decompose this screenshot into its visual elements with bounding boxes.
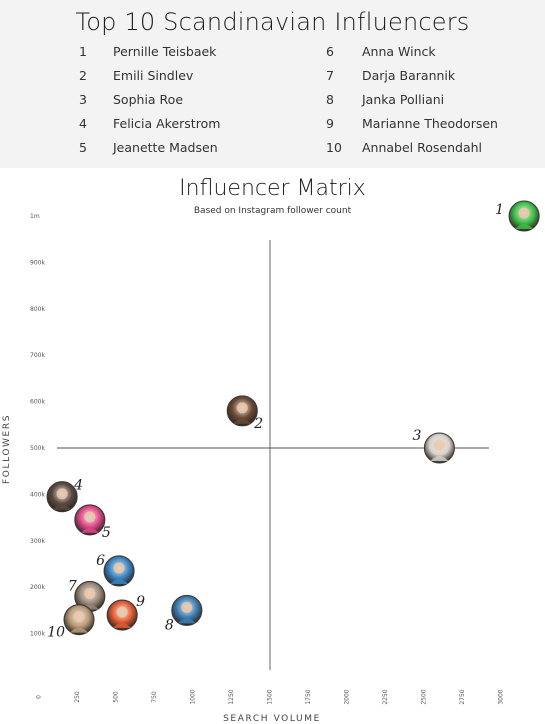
point-number-label: 3 — [412, 428, 421, 444]
x-tick-label: 2750 — [459, 689, 466, 704]
list-rank: 2 — [79, 68, 87, 83]
data-point: 2 — [226, 395, 263, 432]
y-tick-label: 1m — [30, 213, 40, 220]
x-tick-label: 1000 — [190, 689, 197, 704]
body-shape — [80, 527, 99, 533]
y-tick-label: 900k — [30, 259, 45, 266]
data-point: 9 — [106, 594, 145, 631]
point-number-label: 1 — [495, 202, 504, 218]
point-number-label: 8 — [165, 617, 174, 633]
x-tick-label: 1250 — [228, 689, 235, 704]
point-number-label: 10 — [47, 625, 65, 641]
y-tick-label: 200k — [30, 584, 45, 591]
body-shape — [113, 623, 132, 629]
x-tick-label: 3000 — [498, 689, 505, 704]
x-tick-label: 0 — [36, 695, 43, 699]
y-tick-label: 100k — [30, 631, 45, 638]
list-rank: 7 — [326, 68, 334, 83]
chart-title: Influencer Matrix — [179, 176, 366, 201]
body-shape — [430, 456, 449, 461]
list-rank: 5 — [79, 140, 87, 155]
data-point: 8 — [165, 594, 203, 633]
x-tick-label: 500 — [113, 691, 120, 703]
point-number-label: 4 — [73, 478, 83, 494]
y-tick-label: 700k — [30, 352, 45, 359]
list-rank: 9 — [326, 116, 334, 131]
list-title: Top 10 Scandinavian Influencers — [75, 8, 470, 36]
face-shape — [113, 562, 125, 574]
list-name: Emili Sindlev — [113, 68, 194, 83]
point-number-label: 9 — [136, 594, 145, 610]
point-number-label: 7 — [68, 578, 77, 594]
list-name: Anna Winck — [362, 44, 436, 59]
x-tick-label: 250 — [74, 691, 81, 703]
face-shape — [56, 488, 68, 500]
body-shape — [233, 418, 252, 424]
list-name: Jeanette Madsen — [113, 140, 218, 155]
face-shape — [73, 611, 85, 623]
list-rank: 3 — [79, 92, 87, 107]
data-point: 3 — [412, 428, 455, 464]
data-point: 10 — [47, 604, 95, 641]
list-name: Felicia Akerstrom — [113, 116, 221, 131]
data-point: 6 — [96, 553, 135, 587]
list-rank: 10 — [326, 140, 342, 155]
data-point: 7 — [68, 578, 106, 613]
data-point: 1 — [495, 200, 540, 232]
face-shape — [84, 587, 96, 599]
y-tick-label: 400k — [30, 491, 45, 498]
x-tick-label: 2250 — [382, 689, 389, 704]
face-shape — [181, 601, 193, 613]
data-point: 5 — [74, 504, 111, 541]
list-name: Annabel Rosendahl — [362, 140, 483, 155]
point-number-label: 6 — [96, 553, 105, 569]
x-tick-label: 2000 — [344, 689, 351, 704]
body-shape — [70, 627, 89, 633]
x-tick-label: 750 — [151, 691, 158, 703]
tick-labels: 0 250 500 750 1000 1250 1500 1750 2000 2250 2500 27… — [30, 213, 505, 705]
x-axis-label: SEARCH VOLUME — [223, 714, 321, 724]
list-name: Janka Polliani — [362, 92, 445, 107]
list-rank: 4 — [79, 116, 87, 131]
body-shape — [110, 578, 129, 584]
face-shape — [84, 511, 96, 523]
y-tick-label: 500k — [30, 445, 45, 452]
point-number-label: 2 — [253, 416, 263, 432]
list-name: Pernille Teisbaek — [113, 44, 217, 59]
point-number-label: 5 — [102, 525, 111, 541]
data-point: 4 — [46, 478, 83, 513]
data-points: 1 2 3 4 5 6 7 8 9 10 — [46, 200, 540, 641]
body-shape — [515, 224, 534, 229]
body-shape — [53, 504, 72, 510]
body-shape — [177, 618, 196, 624]
face-shape — [116, 606, 128, 618]
x-tick-label: 1750 — [305, 689, 312, 704]
y-tick-label: 300k — [30, 538, 45, 545]
influencer-list-panel: Top 10 Scandinavian Influencers 1 Pernill… — [0, 0, 545, 168]
y-axis-label: FOLLOWERS — [2, 414, 12, 484]
list-name: Marianne Theodorsen — [362, 116, 498, 131]
list-name: Sophia Roe — [113, 92, 184, 107]
y-tick-label: 600k — [30, 399, 45, 406]
x-tick-label: 2500 — [421, 689, 428, 704]
list-name: Darja Barannik — [362, 68, 456, 83]
chart-subtitle: Based on Instagram follower count — [193, 206, 352, 216]
list-rank: 8 — [326, 92, 334, 107]
axes — [57, 240, 489, 670]
y-tick-label: 800k — [30, 306, 45, 313]
list-rank: 1 — [79, 44, 87, 59]
list-rank: 6 — [326, 44, 334, 59]
face-shape — [236, 402, 248, 414]
x-tick-label: 1500 — [267, 689, 274, 704]
face-shape — [518, 207, 530, 219]
face-shape — [433, 439, 445, 451]
